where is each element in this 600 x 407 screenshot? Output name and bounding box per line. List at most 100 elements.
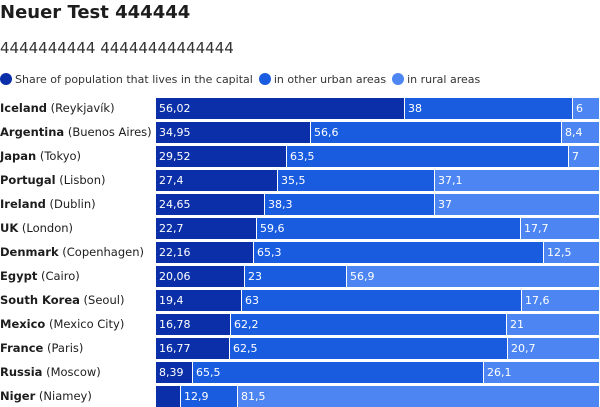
data-label-urban: 38 xyxy=(408,102,422,115)
data-label-capital: 22,16 xyxy=(159,246,191,259)
data-label-urban: 38,3 xyxy=(268,198,293,211)
data-label-urban: 62,2 xyxy=(234,318,259,331)
country-name: Denmark xyxy=(0,245,59,259)
bar-row: Argentina (Buenos Aires) 34,95 56,6 8,4 xyxy=(0,122,600,143)
data-label-capital: 8,39 xyxy=(159,366,184,379)
bar-row: Russia (Moscow) 8,39 65,5 26,1 xyxy=(0,362,600,383)
capital-name: (Buenos Aires) xyxy=(64,125,152,139)
data-label-capital: 16,78 xyxy=(159,318,191,331)
country-name: Iceland xyxy=(0,101,48,115)
bar-segment-capital xyxy=(156,98,405,119)
bar-segment-urban xyxy=(245,266,347,287)
bar-row: Niger (Niamey) 12,9 81,5 xyxy=(0,386,600,407)
bar-segment-urban xyxy=(231,314,507,335)
capital-name: (Cairo) xyxy=(37,269,80,283)
capital-name: (Moscow) xyxy=(42,365,101,379)
bar-segment-urban xyxy=(265,194,435,215)
bar-segment-capital xyxy=(156,242,254,263)
bar-segment-capital xyxy=(156,290,242,311)
bar-segment-capital xyxy=(156,194,265,215)
legend-item-rural: in rural areas xyxy=(392,73,480,86)
data-label-rural: 12,5 xyxy=(547,246,572,259)
bar-track: 29,52 63,5 7 xyxy=(156,146,600,167)
bar-segment-urban xyxy=(405,98,573,119)
bar-row: Mexico (Mexico City) 16,78 62,2 21 xyxy=(0,314,600,335)
bar-track: 12,9 81,5 xyxy=(156,386,600,407)
bar-segment-urban xyxy=(287,146,569,167)
bar-segment-rural xyxy=(347,266,600,287)
bar-segment-capital xyxy=(156,170,278,191)
row-label: Argentina (Buenos Aires) xyxy=(0,122,152,143)
bar-row: Iceland (Reykjavík) 56,02 38 6 xyxy=(0,98,600,119)
data-label-urban: 63 xyxy=(245,294,259,307)
legend-item-urban: in other urban areas xyxy=(258,72,387,86)
capital-name: (Paris) xyxy=(43,341,84,355)
bar-segment-capital xyxy=(156,218,257,239)
country-name: Egypt xyxy=(0,269,38,283)
country-name: France xyxy=(0,341,44,355)
legend-label-urban: in other urban areas xyxy=(273,72,387,86)
data-label-capital: 56,02 xyxy=(159,102,191,115)
bar-row: Egypt (Cairo) 20,06 23 56,9 xyxy=(0,266,600,287)
country-name: Ireland xyxy=(0,197,46,211)
chart-subtitle: 4444444444 44444444444444 xyxy=(0,39,234,57)
bar-segment-urban xyxy=(257,218,521,239)
row-label: Iceland (Reykjavík) xyxy=(0,98,115,119)
data-label-capital: 16,77 xyxy=(159,342,191,355)
bar-segment-urban xyxy=(193,362,484,383)
bar-segment-capital xyxy=(156,338,230,359)
bar-track: 34,95 56,6 8,4 xyxy=(156,122,600,143)
data-label-urban: 65,3 xyxy=(257,246,282,259)
capital-name: (Mexico City) xyxy=(45,317,125,331)
data-label-urban: 23 xyxy=(248,270,262,283)
chart-title: Neuer Test 444444 xyxy=(0,2,191,23)
row-label: Portugal (Lisbon) xyxy=(0,170,105,191)
capital-name: (Seoul) xyxy=(79,293,125,307)
data-label-urban: 65,5 xyxy=(196,366,221,379)
bar-segment-urban xyxy=(254,242,544,263)
bar-track: 22,16 65,3 12,5 xyxy=(156,242,600,263)
data-label-rural: 7 xyxy=(572,150,579,163)
legend: Share of population that lives in the ca… xyxy=(0,70,486,88)
bar-row: Portugal (Lisbon) 27,4 35,5 37,1 xyxy=(0,170,600,191)
capital-name: (Reykjavík) xyxy=(47,101,115,115)
data-label-urban: 35,5 xyxy=(281,174,306,187)
bar-track: 16,77 62,5 20,7 xyxy=(156,338,600,359)
bar-track: 16,78 62,2 21 xyxy=(156,314,600,335)
bar-track: 22,7 59,6 17,7 xyxy=(156,218,600,239)
data-label-capital: 20,06 xyxy=(159,270,191,283)
row-label: Russia (Moscow) xyxy=(0,362,101,383)
bar-segment-rural xyxy=(238,386,600,407)
country-name: Niger xyxy=(0,389,36,403)
country-name: Argentina xyxy=(0,125,65,139)
bar-segment-rural xyxy=(435,194,600,215)
bar-segment-urban xyxy=(278,170,435,191)
bar-segment-capital xyxy=(156,146,287,167)
bar-row: France (Paris) 16,77 62,5 20,7 xyxy=(0,338,600,359)
capital-name: (Copenhagen) xyxy=(58,245,144,259)
bar-track: 19,4 63 17,6 xyxy=(156,290,600,311)
bar-segment-urban xyxy=(230,338,508,359)
country-name: Portugal xyxy=(0,173,56,187)
bar-segment-capital xyxy=(156,314,231,335)
data-label-urban: 59,6 xyxy=(260,222,285,235)
bar-row: Denmark (Copenhagen) 22,16 65,3 12,5 xyxy=(0,242,600,263)
bar-track: 56,02 38 6 xyxy=(156,98,600,119)
data-label-rural: 6 xyxy=(576,102,583,115)
data-label-capital: 29,52 xyxy=(159,150,191,163)
data-label-capital: 19,4 xyxy=(159,294,184,307)
data-label-urban: 56,6 xyxy=(314,126,339,139)
data-label-rural: 17,7 xyxy=(524,222,549,235)
capital-name: (Niamey) xyxy=(35,389,92,403)
row-label: UK (London) xyxy=(0,218,73,239)
bar-row: South Korea (Seoul) 19,4 63 17,6 xyxy=(0,290,600,311)
bar-track: 8,39 65,5 26,1 xyxy=(156,362,600,383)
data-label-rural: 20,7 xyxy=(511,342,536,355)
bar-row: Ireland (Dublin) 24,65 38,3 37 xyxy=(0,194,600,215)
data-label-rural: 26,1 xyxy=(487,366,512,379)
legend-item-capital: Share of population that lives in the ca… xyxy=(0,73,253,86)
country-name: Mexico xyxy=(0,317,46,331)
data-label-rural: 37 xyxy=(438,198,452,211)
legend-label-rural: in rural areas xyxy=(407,72,481,86)
bar-segment-capital xyxy=(156,122,311,143)
